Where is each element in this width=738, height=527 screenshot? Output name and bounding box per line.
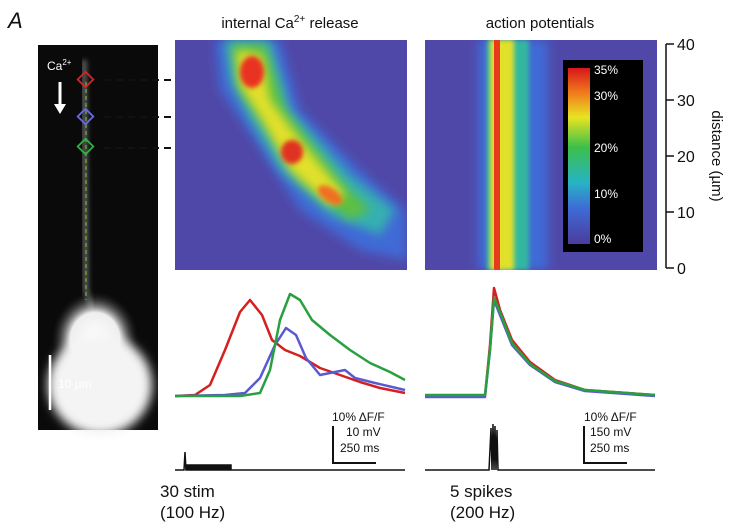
colorbar-labels: 35% 30% 20% 10% 0% [594,63,618,246]
stim-traces [175,423,655,471]
heatmap-title: action potentials [486,15,594,32]
heatmap-title: internal Ca2+ release [221,14,358,32]
colorbar-label: 35% [594,63,618,77]
colorbar [563,60,643,252]
traces-ap [425,286,656,399]
scale-label: 10% ΔF/F [332,410,385,424]
scale-bar [332,426,376,464]
scale-bar [583,426,627,464]
ion-base: Ca [47,59,63,73]
title-suffix: release [305,15,358,32]
tick-label: 40 [677,37,695,54]
tick-label: 30 [677,93,695,110]
scale-label: 10% ΔF/F [584,410,637,424]
tick-label: 10 [677,205,695,222]
stim-label: (200 Hz) [450,503,515,522]
colorbar-label: 10% [594,187,618,201]
panel-label: A [6,8,23,33]
colorbar-label: 0% [594,232,612,246]
ion-sup: 2+ [62,58,71,67]
stim-label: (100 Hz) [160,503,225,522]
tick-label: 0 [677,261,686,278]
ion-label: Ca2+ [47,58,72,73]
scale-label: 10 µm [58,377,92,391]
distance-axis: 0 10 20 30 40 [665,37,695,278]
stim-label: 5 spikes [450,482,512,501]
title-prefix: internal Ca [221,15,294,32]
traces-internal [174,292,406,398]
title-sup: 2+ [294,14,306,25]
scale-label: 250 ms [590,441,629,455]
neuron-image [38,45,158,435]
colorbar-label: 30% [594,89,618,103]
axis-label: distance (µm) [708,110,725,201]
scale-label: 150 mV [590,425,631,439]
tick-label: 20 [677,149,695,166]
colorbar-label: 20% [594,141,618,155]
scale-label: 250 ms [340,441,379,455]
scale-label: 10 mV [346,425,381,439]
heatmap-internal [175,40,407,270]
stim-label: 30 stim [160,482,215,501]
